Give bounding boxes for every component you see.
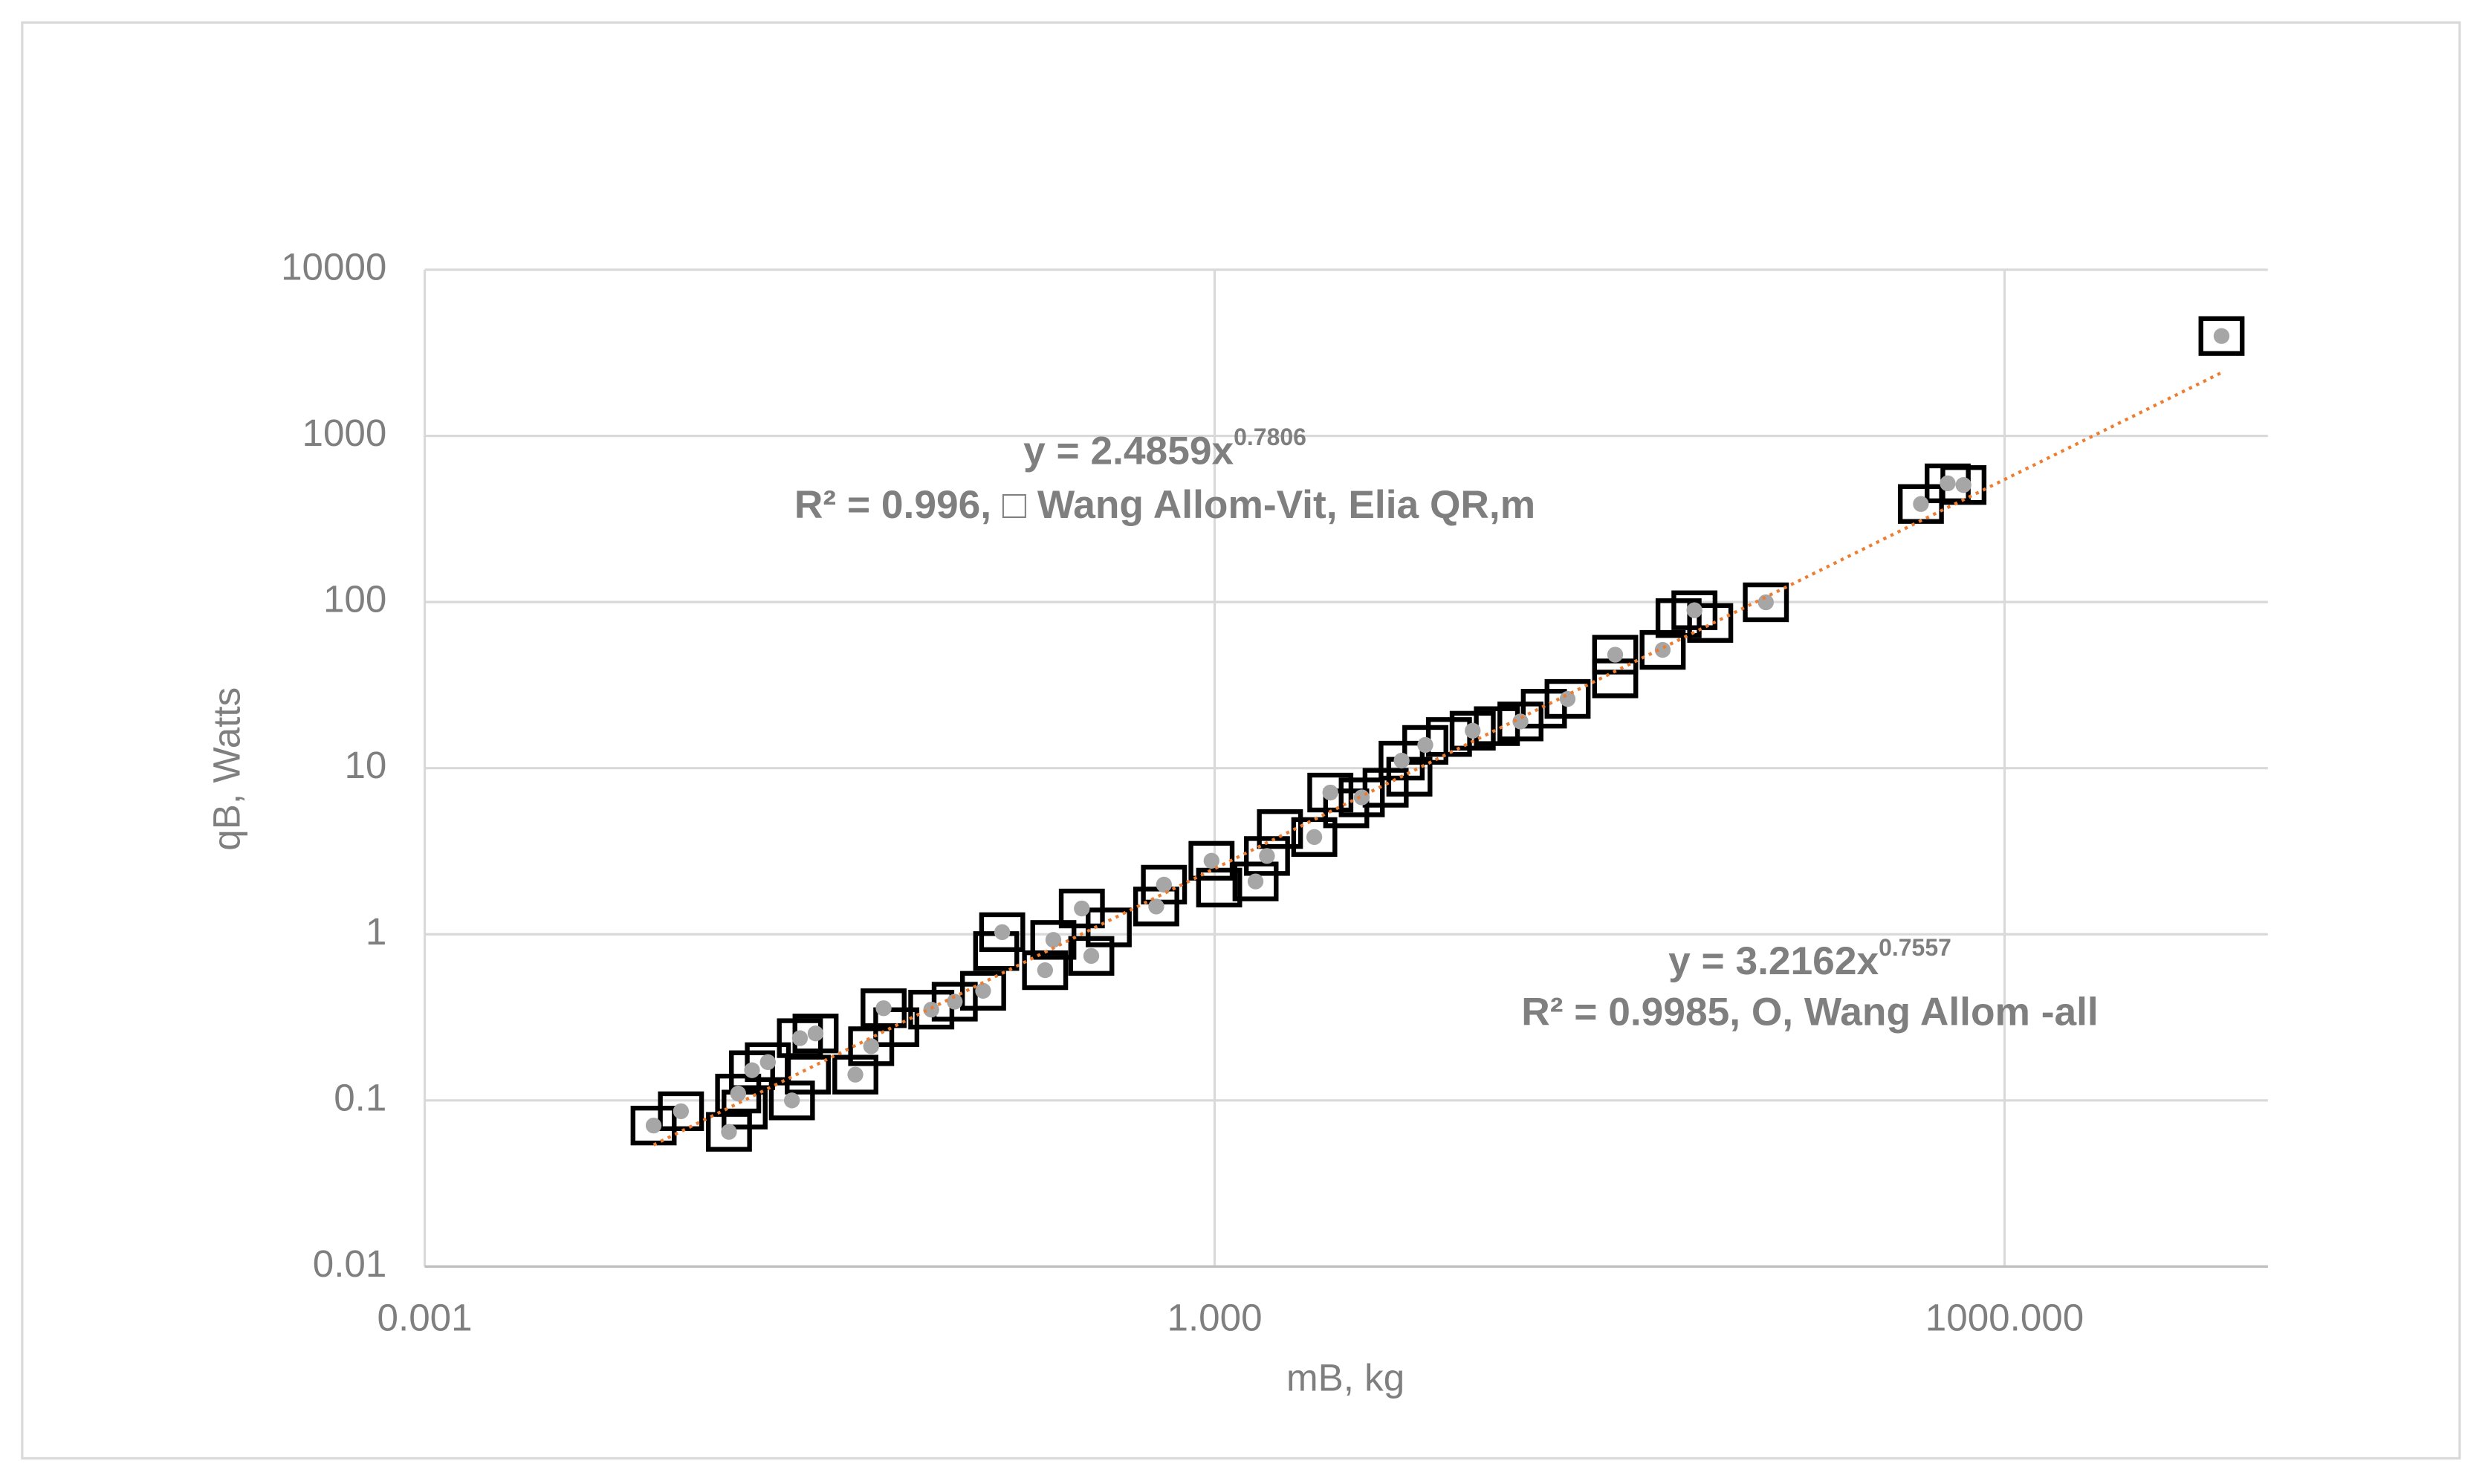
dot-marker [1654, 641, 1671, 658]
dot-marker [759, 1054, 776, 1070]
dot-marker [1247, 873, 1264, 890]
annotation-note: R² = 0.9985, O, Wang Allom -all [1521, 990, 2098, 1034]
dot-marker [947, 994, 963, 1010]
dot-marker [1417, 736, 1433, 754]
plot-area: 0.01 0.1 1 10 100 1000 10000 0.001 1.000 1000.000 [281, 245, 2268, 1338]
dot-marker [673, 1103, 690, 1120]
dot-marker [1757, 594, 1774, 611]
dot-marker [994, 924, 1011, 941]
y-tick-label: 1 [366, 910, 386, 953]
square-marker [705, 1112, 752, 1152]
y-tick-label: 100 [323, 578, 386, 621]
dot-marker [744, 1062, 760, 1078]
dot-marker [1156, 876, 1172, 893]
square-marker [931, 982, 978, 1022]
dot-marker [923, 1001, 939, 1018]
square-marker [1196, 867, 1242, 908]
square-marker [1133, 887, 1179, 927]
dot-marker [1913, 496, 1929, 512]
square-marker [1291, 817, 1338, 858]
exponent: 0.7806 [1234, 424, 1306, 451]
dot-marker [1148, 898, 1164, 915]
square-marker [960, 971, 1006, 1011]
dot-marker [1393, 752, 1410, 769]
exponent: 0.7557 [1879, 934, 1951, 961]
square-marker [1743, 582, 1789, 623]
dot-marker [2213, 328, 2230, 344]
y-tick-label: 0.01 [313, 1242, 387, 1285]
square-marker [1323, 788, 1370, 829]
dot-marker [875, 1000, 892, 1017]
dot-marker [1306, 829, 1323, 846]
dot-marker [645, 1117, 662, 1134]
dot-marker [1203, 852, 1219, 869]
square-marker [2198, 316, 2245, 356]
dot-marker [1465, 722, 1481, 739]
dot-marker [847, 1066, 864, 1083]
annotation-note: R² = 0.996, □ Wang Allom-Vit, Elia QR,m [794, 483, 1535, 527]
chart-border [21, 21, 2461, 1460]
square-marker [1338, 777, 1385, 817]
y-tick-label: 10000 [281, 245, 386, 288]
square-marker [1544, 678, 1591, 719]
dot-marker [730, 1085, 746, 1102]
dot-marker [1353, 789, 1370, 806]
x-tick-label: 1.000 [1167, 1296, 1262, 1338]
dot-marker [1259, 848, 1275, 864]
square-marker [1687, 603, 1734, 643]
dot-marker [863, 1038, 879, 1054]
square-marker [1402, 725, 1448, 765]
square-marker [1086, 907, 1132, 947]
dot-marker [1940, 475, 1956, 492]
square-marker [1232, 861, 1279, 901]
square-marker [1141, 864, 1188, 905]
equation: y = 3.2162x [1668, 939, 1879, 983]
dot-marker [1074, 900, 1090, 917]
y-tick-label: 0.1 [334, 1076, 386, 1118]
square-marker [1362, 768, 1409, 808]
x-tick-label: 1000.000 [1925, 1296, 2084, 1338]
square-marker [1243, 836, 1290, 876]
square-marker [832, 1054, 878, 1095]
dot-marker [1045, 932, 1062, 948]
trendline [652, 371, 2223, 1147]
square-marker [630, 1105, 677, 1146]
dot-marker [783, 1092, 800, 1109]
dot-marker [721, 1124, 737, 1140]
square-marker [1257, 809, 1303, 849]
square-marker [729, 1050, 775, 1090]
dot-marker [1037, 962, 1054, 979]
dot-marker [1322, 784, 1338, 801]
x-axis-label: mB, kg [1286, 1356, 1405, 1399]
square-marker [1655, 598, 1702, 638]
x-tick-label: 0.001 [378, 1296, 473, 1338]
square-marker [1068, 936, 1115, 976]
annotation-equation: y = 3.2162x0.7557 [1668, 934, 1951, 983]
y-axis-label: qB, Watts [206, 687, 248, 851]
dot-marker [975, 982, 991, 999]
square-marker [1671, 590, 1718, 630]
y-tick-label: 1000 [302, 412, 387, 454]
dot-marker [1607, 647, 1624, 663]
y-tick-label: 10 [344, 744, 386, 786]
dot-marker [807, 1025, 824, 1042]
square-marker [1639, 629, 1686, 670]
equation: y = 2.4859x [1023, 429, 1234, 473]
square-marker [1497, 702, 1543, 742]
dot-marker [1686, 602, 1702, 618]
square-marker [1520, 689, 1567, 729]
dot-marker [1955, 477, 1972, 493]
square-marker [785, 1054, 831, 1095]
square-marker [768, 1080, 815, 1121]
dot-marker [1512, 713, 1529, 730]
dot-marker [1083, 947, 1100, 965]
annotation-equation: y = 2.4859x0.7806 [1023, 424, 1306, 473]
square-marker [658, 1091, 704, 1132]
dot-marker [791, 1030, 809, 1046]
square-marker [908, 989, 955, 1030]
